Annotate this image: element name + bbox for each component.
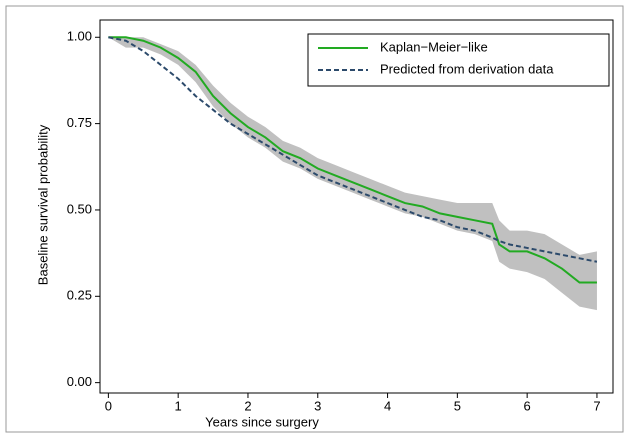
y-tick-label: 0.75 [67,115,92,130]
x-tick-label: 5 [454,398,461,413]
x-tick-label: 0 [105,398,112,413]
y-tick-label: 0.00 [67,374,92,389]
y-tick-label: 0.50 [67,201,92,216]
x-axis-label: Years since surgery [205,414,319,429]
x-tick-label: 6 [524,398,531,413]
x-tick-label: 3 [314,398,321,413]
figure-border [5,5,624,433]
series-line [108,36,598,263]
series-line [108,36,597,284]
confidence-band [108,37,597,311]
x-tick-label: 2 [244,398,251,413]
x-tick-label: 4 [384,398,391,413]
x-tick-label: 1 [175,398,182,413]
y-tick-label: 1.00 [67,29,92,44]
legend-label: Predicted from derivation data [380,61,554,76]
y-axis-label: Baseline survival probability [35,124,50,285]
x-tick-label: 7 [593,398,600,413]
legend-box [307,33,610,87]
y-tick-label: 0.25 [67,288,92,303]
plot-frame [99,19,614,394]
legend-label: Kaplan−Meier−like [380,39,488,54]
